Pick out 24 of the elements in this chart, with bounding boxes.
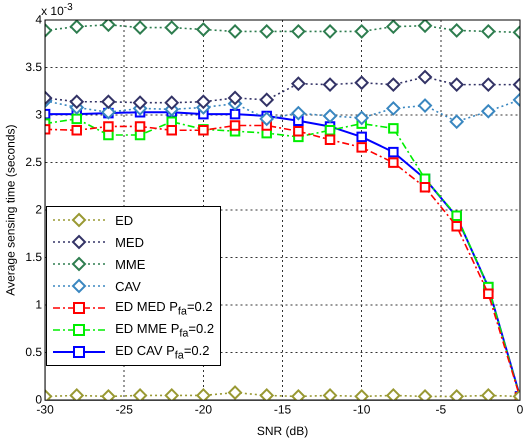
text: x 10$^{-3}$ (41, 2, 73, 18)
y-tick-label: 0.5 (25, 344, 42, 359)
x-tick-label: -25 (116, 402, 134, 417)
legend-label: MME (115, 256, 146, 272)
y-tick-label: 4 (35, 12, 42, 26)
legend-label: ED CAV P$_{fa}$=0.2 (115, 342, 210, 362)
y-tick-label: 1 (35, 297, 42, 312)
legend-label: ED (115, 212, 134, 228)
y-axis-title: Average sensing time (seconds) (4, 124, 18, 296)
y-tick-label: 3.5 (25, 60, 42, 74)
x-tick-label: 0 (516, 402, 524, 417)
y-tick-label: 3 (35, 107, 42, 122)
x-axis-title: SNR (dB) (256, 424, 308, 438)
y-tick-label: 2 (35, 202, 42, 216)
legend-label: CAV (115, 278, 141, 294)
x-tick-label: -15 (274, 402, 292, 417)
x-tick-label: -20 (194, 402, 212, 417)
y-tick-label: 2.5 (25, 154, 42, 169)
legend-label: MED (115, 234, 144, 250)
legend-label: ED MED P$_{fa}$=0.2 (115, 298, 213, 318)
y-tick-label: 1.5 (25, 250, 42, 264)
x-tick-label: -10 (353, 402, 371, 417)
legend-label: ED MME P$_{fa}$=0.2 (115, 320, 214, 340)
x-tick-label: -5 (436, 402, 447, 417)
